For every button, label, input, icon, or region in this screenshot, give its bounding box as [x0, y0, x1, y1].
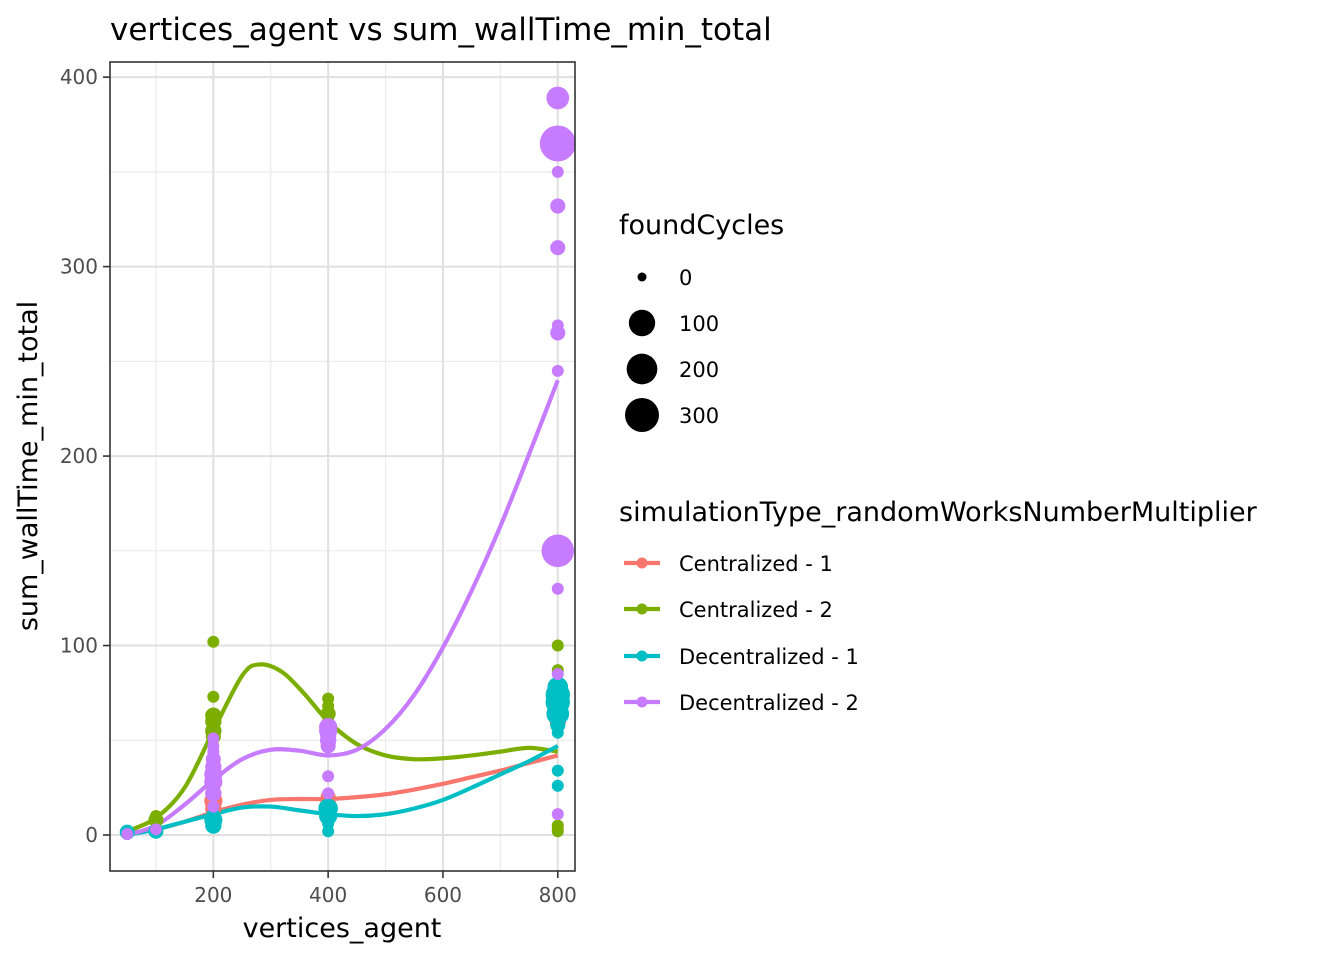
data-point	[546, 86, 570, 110]
color-legend-label: Centralized - 2	[679, 598, 833, 622]
x-tick-label: 800	[539, 883, 577, 907]
chart-title: vertices_agent vs sum_wallTime_min_total	[110, 12, 772, 48]
y-axis-title: sum_wallTime_min_total	[13, 301, 44, 631]
size-legend-label: 300	[679, 404, 719, 428]
color-legend-item: Centralized - 2	[624, 598, 833, 622]
color-legend-item: Decentralized - 1	[624, 645, 859, 669]
axis-ticks: 200 400 600 800 0 100 200 300 400	[60, 65, 577, 907]
color-legend-label: Centralized - 1	[679, 552, 833, 576]
size-legend-label: 200	[679, 358, 719, 382]
data-point	[541, 534, 575, 568]
size-legend-item: 300	[625, 398, 719, 432]
color-legend-item: Centralized - 1	[624, 552, 833, 576]
data-point	[551, 667, 564, 680]
size-legend-key	[628, 309, 656, 337]
data-point	[322, 787, 335, 800]
data-point	[149, 823, 162, 836]
data-point	[322, 770, 335, 783]
smooth-line	[126, 379, 560, 838]
x-tick-label: 600	[424, 883, 462, 907]
size-legend-label: 0	[679, 266, 692, 290]
size-legend-item: 100	[628, 309, 719, 337]
data-point	[551, 779, 564, 792]
color-legend-title: simulationType_randomWorksNumberMultipli…	[619, 497, 1258, 528]
color-legend-label: Decentralized - 2	[679, 691, 859, 715]
data-point	[551, 582, 564, 595]
data-points	[119, 86, 576, 841]
data-point	[547, 676, 569, 698]
data-point	[205, 808, 221, 824]
color-legend-label: Decentralized - 1	[679, 645, 859, 669]
data-point	[149, 810, 162, 823]
data-point	[551, 764, 564, 777]
size-legend-key	[637, 272, 647, 282]
smooth-line	[126, 744, 559, 838]
size-legend-key	[625, 398, 659, 432]
color-legend-dot	[636, 696, 648, 708]
size-legend-item: 200	[626, 353, 719, 385]
x-tick-label: 400	[309, 883, 347, 907]
data-point	[205, 785, 222, 802]
data-point	[551, 165, 564, 178]
data-point	[550, 198, 566, 214]
data-point	[551, 808, 564, 821]
x-tick-label: 200	[194, 883, 232, 907]
data-point	[207, 635, 220, 648]
data-point	[322, 817, 335, 830]
y-tick-label: 200	[60, 444, 98, 468]
data-point	[539, 125, 576, 162]
data-point	[551, 639, 564, 652]
x-axis-title: vertices_agent	[243, 913, 442, 944]
size-legend: 0 100 200 300	[625, 266, 719, 432]
data-point	[551, 726, 564, 739]
data-point	[320, 738, 336, 754]
data-point	[551, 319, 564, 332]
data-point	[207, 800, 220, 813]
size-legend-title: foundCycles	[619, 210, 784, 241]
color-legend: Centralized - 1 Centralized - 2 Decentrali…	[624, 552, 859, 715]
color-legend-dot	[636, 557, 648, 569]
data-point	[207, 732, 220, 745]
data-point	[551, 364, 564, 377]
data-point	[551, 825, 564, 838]
data-point	[550, 240, 566, 256]
data-point	[322, 700, 335, 713]
y-tick-label: 100	[60, 634, 98, 658]
data-point	[207, 690, 220, 703]
size-legend-key	[626, 353, 658, 385]
data-point	[546, 702, 570, 726]
color-legend-item: Decentralized - 2	[624, 691, 859, 715]
color-legend-dot	[636, 650, 648, 662]
y-tick-label: 300	[60, 255, 98, 279]
plot-border	[109, 61, 576, 872]
data-point	[319, 726, 337, 743]
data-point	[121, 828, 134, 841]
size-legend-item: 0	[637, 266, 692, 290]
y-tick-label: 0	[85, 823, 98, 847]
color-legend-dot	[636, 603, 648, 615]
y-tick-label: 400	[60, 65, 98, 89]
size-legend-label: 100	[679, 312, 719, 336]
